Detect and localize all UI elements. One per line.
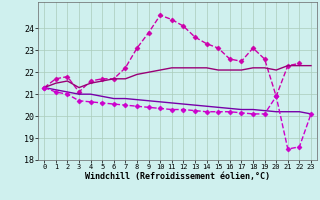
X-axis label: Windchill (Refroidissement éolien,°C): Windchill (Refroidissement éolien,°C) [85, 172, 270, 181]
